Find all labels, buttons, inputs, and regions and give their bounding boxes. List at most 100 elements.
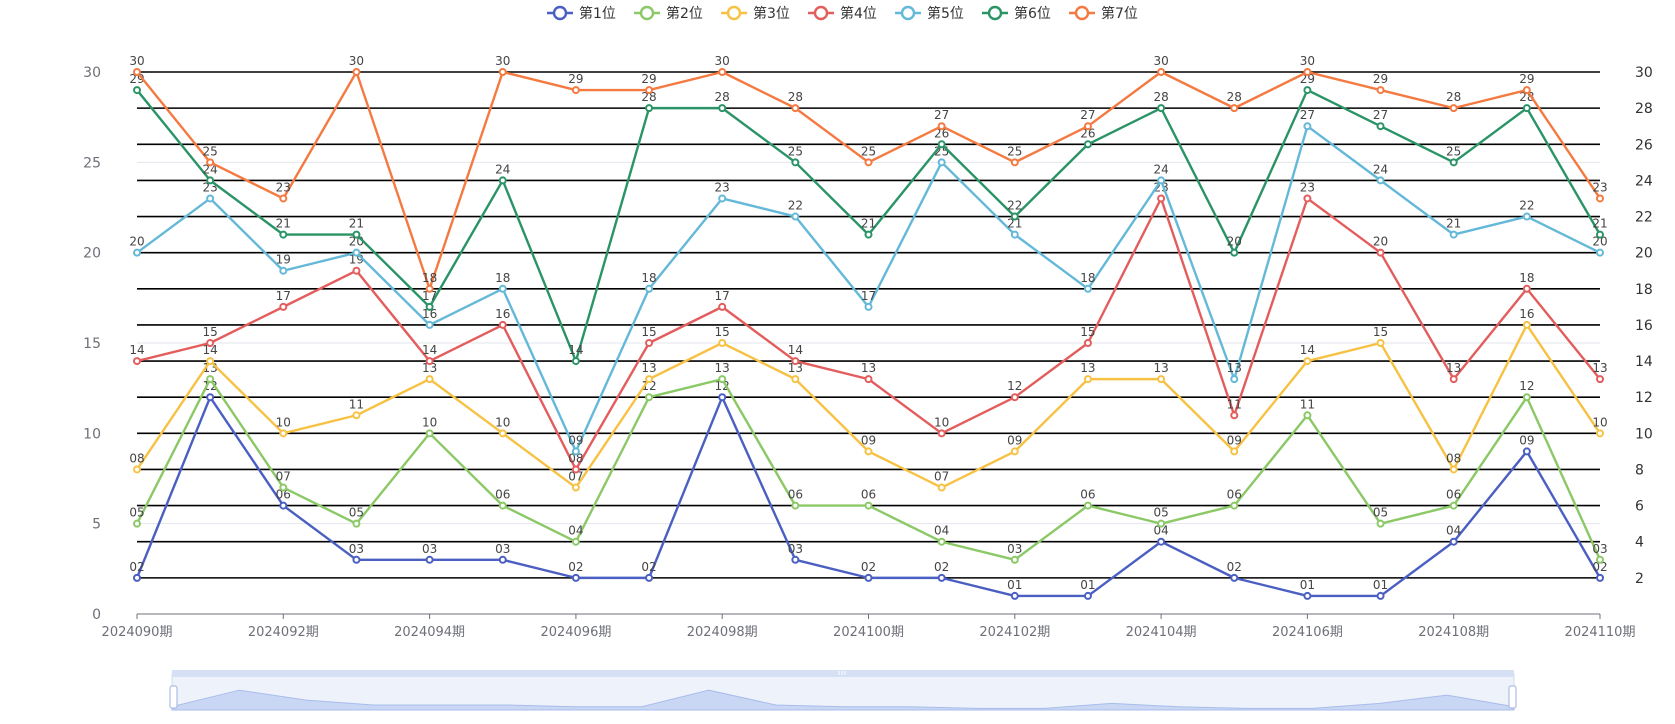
zoom-left-handle[interactable] (169, 685, 178, 709)
data-point[interactable] (133, 357, 141, 366)
data-point[interactable] (425, 284, 434, 293)
data-point[interactable] (1449, 158, 1458, 167)
data-point[interactable] (791, 158, 800, 167)
data-point[interactable] (937, 140, 946, 149)
data-point[interactable] (1083, 501, 1092, 510)
data-point[interactable] (1303, 68, 1312, 76)
data-point[interactable] (1303, 591, 1312, 600)
data-point[interactable] (425, 429, 434, 438)
data-point[interactable] (1303, 194, 1312, 203)
data-point[interactable] (1376, 591, 1385, 600)
data-point[interactable] (1449, 104, 1458, 113)
data-point[interactable] (1230, 501, 1239, 510)
data-point[interactable] (1596, 248, 1604, 257)
data-point[interactable] (645, 104, 654, 113)
data-point[interactable] (864, 230, 873, 239)
data-point[interactable] (498, 284, 507, 293)
data-point[interactable] (1230, 573, 1239, 582)
data-point[interactable] (1596, 375, 1604, 384)
data-point[interactable] (1157, 176, 1166, 185)
data-point[interactable] (791, 104, 800, 113)
zoom-right-handle[interactable] (1508, 685, 1517, 709)
data-point[interactable] (352, 555, 361, 564)
legend-item-2[interactable]: 第2位 (634, 5, 703, 22)
data-point[interactable] (1010, 230, 1019, 239)
data-point[interactable] (206, 339, 215, 347)
data-point[interactable] (1522, 104, 1531, 113)
data-point[interactable] (1449, 375, 1458, 384)
data-point[interactable] (1522, 447, 1531, 456)
data-point[interactable] (864, 375, 873, 384)
data-point[interactable] (1449, 230, 1458, 239)
data-point[interactable] (1376, 86, 1385, 95)
data-point[interactable] (1596, 194, 1604, 203)
data-point[interactable] (279, 194, 288, 203)
legend-item-1[interactable]: 第1位 (547, 5, 616, 22)
data-point[interactable] (279, 266, 288, 275)
data-point[interactable] (1522, 320, 1531, 329)
data-point[interactable] (1449, 501, 1458, 510)
data-point[interactable] (1010, 158, 1019, 167)
data-point[interactable] (498, 68, 507, 76)
data-point[interactable] (1157, 194, 1166, 203)
data-point[interactable] (1230, 447, 1239, 456)
data-point[interactable] (206, 194, 215, 203)
data-point[interactable] (1083, 140, 1092, 149)
data-point[interactable] (425, 302, 434, 311)
data-point[interactable] (571, 447, 580, 456)
data-point[interactable] (1303, 86, 1312, 95)
data-point[interactable] (1230, 104, 1239, 113)
data-point[interactable] (864, 573, 873, 582)
data-point[interactable] (279, 302, 288, 311)
data-point[interactable] (645, 86, 654, 95)
data-point[interactable] (1596, 555, 1604, 564)
data-point[interactable] (352, 248, 361, 257)
data-point[interactable] (864, 302, 873, 311)
legend-item-7[interactable]: 第7位 (1069, 5, 1138, 22)
zoom-grip-icon[interactable] (838, 671, 846, 675)
data-point[interactable] (1083, 122, 1092, 131)
data-point[interactable] (571, 86, 580, 95)
data-point[interactable] (1157, 68, 1166, 76)
data-point[interactable] (1376, 519, 1385, 528)
data-point[interactable] (498, 555, 507, 564)
data-point[interactable] (1376, 122, 1385, 131)
legend[interactable]: 第1位 第2位 第3位 第4位 第5位 第6位 第7位 (547, 5, 1138, 22)
data-point[interactable] (1230, 375, 1239, 384)
data-point[interactable] (1522, 212, 1531, 221)
data-point[interactable] (645, 375, 654, 384)
data-point[interactable] (1303, 122, 1312, 131)
data-point[interactable] (498, 429, 507, 438)
data-point[interactable] (645, 573, 654, 582)
data-point[interactable] (645, 393, 654, 402)
data-point[interactable] (571, 357, 580, 366)
data-point[interactable] (206, 357, 215, 366)
data-point[interactable] (279, 429, 288, 438)
data-point[interactable] (1522, 284, 1531, 293)
data-point[interactable] (864, 501, 873, 510)
data-point[interactable] (133, 519, 141, 528)
data-point[interactable] (1596, 230, 1604, 239)
data-point[interactable] (1449, 537, 1458, 546)
data-point[interactable] (937, 573, 946, 582)
data-point[interactable] (1010, 591, 1019, 600)
data-point[interactable] (425, 375, 434, 384)
data-point[interactable] (791, 555, 800, 564)
data-point[interactable] (791, 357, 800, 366)
data-point[interactable] (1376, 176, 1385, 185)
zoom-top-bar[interactable] (172, 670, 1514, 677)
data-point[interactable] (1010, 393, 1019, 402)
data-point[interactable] (718, 302, 727, 311)
legend-item-4[interactable]: 第4位 (808, 5, 877, 22)
data-point[interactable] (1083, 591, 1092, 600)
data-point[interactable] (1230, 411, 1239, 420)
data-point[interactable] (1376, 248, 1385, 257)
data-point[interactable] (864, 447, 873, 456)
data-point[interactable] (352, 411, 361, 420)
data-point[interactable] (937, 483, 946, 492)
data-point[interactable] (1596, 429, 1604, 438)
data-point[interactable] (279, 483, 288, 492)
data-point[interactable] (1157, 375, 1166, 384)
data-point[interactable] (1449, 465, 1458, 474)
data-point[interactable] (279, 501, 288, 510)
